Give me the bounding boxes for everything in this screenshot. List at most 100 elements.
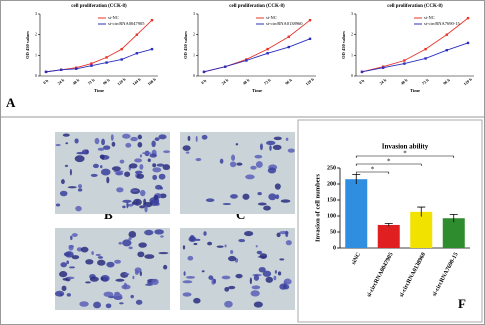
cell (106, 261, 115, 268)
chart-title: cell proliferation (CCK-8) (71, 4, 127, 9)
cell (139, 271, 142, 276)
cell (224, 287, 230, 292)
cell (205, 198, 215, 202)
cell (122, 205, 126, 209)
y-tick-label: 1 (193, 52, 195, 57)
cell (235, 273, 243, 279)
cell (70, 235, 73, 241)
legend-label: si-NC (266, 15, 277, 20)
point (224, 65, 227, 68)
cell (265, 276, 273, 283)
cell (285, 230, 289, 238)
cell (228, 285, 236, 290)
cell (134, 158, 143, 163)
cell (203, 231, 207, 236)
cell (158, 173, 166, 180)
cell (139, 154, 143, 158)
cell (267, 167, 277, 174)
point (90, 64, 93, 67)
chart-title: cell proliferation (CCK-8) (387, 4, 443, 9)
cell (134, 267, 142, 273)
cell (97, 256, 104, 259)
cell (100, 277, 104, 281)
point (150, 19, 154, 22)
series-line (361, 17, 469, 73)
cell (62, 133, 70, 137)
cell (79, 301, 89, 307)
significance-label: * (387, 158, 391, 166)
legend-label: si-circRNA7690-15 (424, 21, 460, 26)
cell (257, 202, 267, 206)
cell (94, 137, 100, 145)
cell (131, 189, 138, 193)
cell (114, 259, 121, 264)
cell (208, 275, 214, 280)
y-tick-label: 2 (351, 32, 353, 37)
cell (224, 244, 227, 248)
cell (159, 193, 167, 199)
cell (272, 144, 282, 151)
cell (183, 271, 186, 276)
x-axis-label: Time (94, 88, 104, 93)
cell (129, 163, 138, 169)
cell (54, 290, 65, 297)
panel-label: B (104, 207, 113, 222)
panel-label: F (458, 296, 466, 311)
cell (201, 270, 205, 273)
cell (125, 142, 132, 148)
cell (245, 174, 255, 180)
cell (266, 140, 276, 146)
cell (103, 291, 114, 297)
cell (185, 151, 190, 154)
x-tick-label: si-circRNA7690-15 (432, 252, 460, 298)
cell (69, 168, 72, 176)
point (245, 59, 248, 62)
cell (122, 199, 132, 203)
panel-f-frame (297, 119, 483, 323)
cell (253, 274, 260, 281)
cell (279, 283, 287, 290)
cell (259, 253, 268, 259)
cell (268, 193, 277, 201)
cell (78, 184, 83, 189)
point (266, 52, 269, 55)
point (466, 41, 470, 45)
cell (255, 161, 263, 168)
bar (345, 179, 368, 248)
cell (187, 255, 194, 261)
y-tick-label: 200 (327, 181, 336, 187)
cell (244, 231, 254, 237)
cell (207, 241, 213, 246)
point (308, 19, 312, 22)
cell (151, 140, 156, 148)
point (44, 70, 48, 74)
x-tick-label: 0 h (42, 77, 50, 85)
cell (131, 201, 136, 205)
point (445, 48, 448, 52)
cell (275, 194, 280, 200)
cell (230, 249, 234, 254)
y-tick-label: 0 (193, 73, 195, 78)
cell (152, 163, 157, 168)
error-bar (384, 222, 393, 227)
significance-bracket (355, 155, 455, 158)
cell (242, 193, 250, 200)
cell (152, 174, 158, 181)
cell (59, 271, 68, 278)
point (403, 59, 406, 62)
cell (81, 149, 89, 155)
y-tick-label: 2 (193, 32, 195, 37)
micrograph (180, 228, 295, 310)
y-axis-label: OD 450 values (341, 31, 346, 59)
cell (193, 242, 198, 246)
cell (111, 141, 116, 147)
cell (113, 293, 123, 300)
cell (74, 155, 85, 163)
cell (133, 198, 142, 206)
point (266, 47, 269, 51)
series-line (361, 42, 469, 73)
chart-title: Invasion ability (382, 143, 429, 151)
cell (163, 264, 168, 270)
cell (221, 275, 231, 280)
cell (126, 201, 129, 209)
